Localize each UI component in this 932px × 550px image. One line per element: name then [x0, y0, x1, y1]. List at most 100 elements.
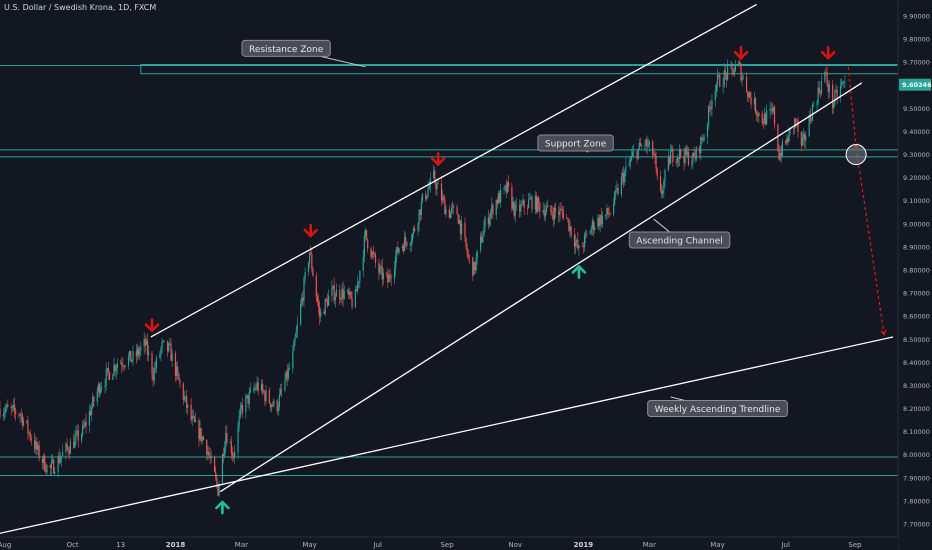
down-arrow-icon — [144, 318, 160, 332]
y-tick-label: 9.90000 — [903, 13, 930, 21]
candle-body — [607, 207, 609, 214]
candle-body — [503, 187, 505, 190]
candle-body — [732, 68, 734, 75]
candle-body — [464, 223, 466, 238]
candle-body — [311, 254, 313, 270]
candle-body — [466, 247, 468, 255]
candle-body — [488, 218, 491, 225]
candle-body — [718, 75, 720, 76]
candle-body — [75, 432, 77, 438]
candle-body — [89, 411, 92, 415]
candle-body — [453, 206, 455, 208]
candle-body — [301, 297, 303, 305]
candle-body — [194, 419, 197, 422]
candle-body — [472, 257, 474, 276]
candle-body — [561, 209, 563, 212]
candle-body — [789, 128, 791, 131]
candle-body — [208, 452, 210, 456]
candle-body — [545, 207, 548, 213]
candle-body — [177, 366, 179, 374]
y-tick-label: 8.70000 — [903, 290, 930, 298]
candle-body — [85, 421, 87, 426]
candle-body — [191, 415, 193, 421]
candle-body — [372, 251, 374, 254]
candle-body — [46, 465, 48, 473]
time-axis-bg — [0, 537, 898, 550]
candle-body — [167, 340, 169, 352]
candle-body — [522, 200, 524, 205]
candle-body — [346, 290, 349, 292]
candle-body — [216, 477, 218, 485]
candle-body — [504, 185, 506, 188]
candle-body — [436, 183, 438, 190]
annotation-callout: Weekly Ascending Trendline — [647, 400, 788, 418]
candle-body — [80, 434, 83, 441]
annotation-box — [537, 134, 614, 152]
candle-body — [41, 458, 44, 463]
candle-body — [528, 199, 530, 208]
candle-body — [496, 200, 498, 204]
candle-body — [130, 350, 132, 362]
candle-body — [303, 278, 305, 301]
candle-body — [505, 185, 507, 193]
y-tick-label: 7.90000 — [903, 474, 930, 482]
annotation-label: Ascending Channel — [636, 236, 722, 246]
candle-body — [381, 266, 383, 280]
candle-body — [256, 382, 258, 389]
candle-body — [106, 367, 108, 371]
candle-body — [734, 65, 737, 72]
candle-body — [474, 262, 476, 270]
candle-body — [57, 455, 59, 473]
candle-body — [215, 471, 217, 478]
candle-body — [742, 76, 744, 78]
candle-body — [740, 64, 742, 81]
y-tick-label: 8.50000 — [903, 336, 930, 344]
candle-body — [738, 62, 740, 66]
candle-body — [671, 148, 673, 152]
candle-body — [73, 441, 75, 448]
candle-body — [254, 388, 256, 390]
candle-body — [539, 203, 541, 213]
candle-body — [530, 196, 532, 199]
candle-body — [284, 380, 286, 391]
candle-body — [417, 224, 419, 231]
candle-body — [49, 465, 51, 469]
candle-body — [531, 196, 533, 210]
candle-body — [796, 120, 798, 122]
candle-body — [662, 190, 664, 194]
candle-body — [820, 81, 823, 93]
candle-body — [30, 438, 32, 441]
candle-body — [448, 209, 450, 218]
candle-body — [750, 97, 752, 105]
candle-body — [741, 77, 743, 81]
candle-body — [443, 196, 445, 200]
candle-body — [598, 217, 600, 227]
weekly-trendline-line — [0, 336, 894, 534]
candle-body — [319, 307, 321, 317]
candle-body — [265, 390, 267, 402]
candle-body — [93, 396, 95, 402]
candle-body — [3, 412, 6, 414]
candle-body — [412, 228, 415, 235]
candle-body — [440, 183, 443, 201]
candle-body — [232, 455, 235, 458]
candle-body — [332, 285, 334, 288]
candle-body — [675, 161, 677, 163]
candle-body — [685, 147, 687, 155]
candle-body — [813, 104, 815, 106]
candle-body — [824, 72, 826, 82]
candle-body — [358, 281, 360, 284]
candle-body — [120, 363, 122, 364]
candle-body — [374, 254, 377, 263]
candle-body — [569, 226, 571, 231]
candle-body — [112, 374, 114, 380]
candle-body — [50, 461, 53, 469]
candle-body — [747, 91, 749, 98]
candle-body — [249, 389, 251, 392]
candle-body — [387, 273, 389, 283]
candle-body — [623, 172, 625, 183]
candle-body — [600, 215, 602, 225]
candle-body — [148, 352, 150, 356]
annotation-label: Resistance Zone — [249, 45, 324, 55]
